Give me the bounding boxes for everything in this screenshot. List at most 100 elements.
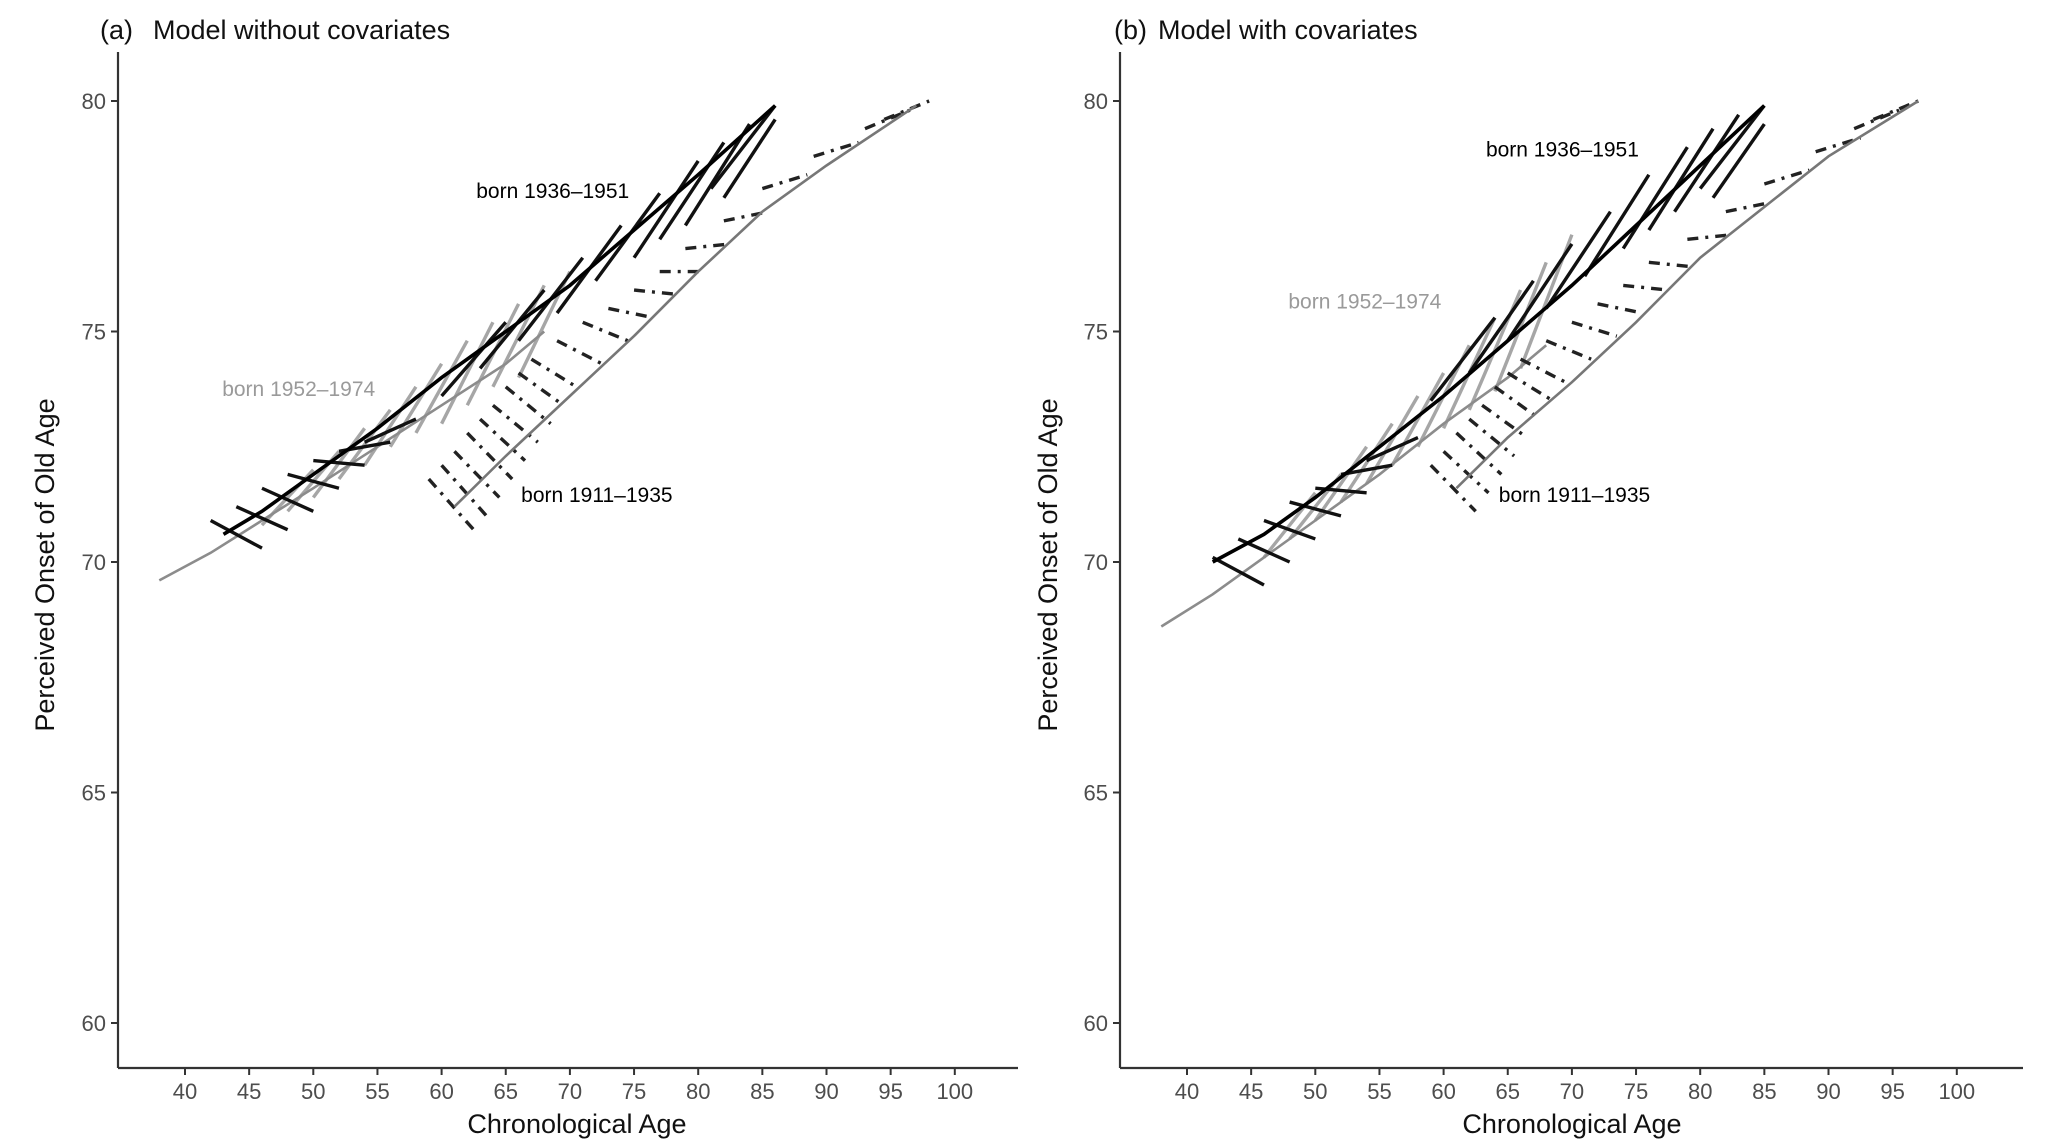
y-tick-label: 75	[82, 320, 106, 345]
panel-b: (b) Model with covariates Chronological …	[1033, 15, 2023, 1139]
cohort-trajectory-segment	[1597, 302, 1643, 315]
cohort-trajectory-segment	[1815, 136, 1862, 154]
x-tick-label: 70	[558, 1079, 582, 1104]
cohort-trajectory-segment	[1365, 435, 1419, 463]
x-tick-label: 55	[365, 1079, 389, 1104]
x-tick-label: 65	[1496, 1079, 1520, 1104]
cohort-trajectory-segment	[1468, 417, 1516, 458]
cohort-trajectory-segment	[1648, 260, 1694, 269]
panel-title: Model without covariates	[153, 15, 450, 45]
cohort-trajectory-segment	[1519, 357, 1567, 384]
mean-trajectory-line	[1211, 104, 1766, 564]
x-tick-label: 85	[1752, 1079, 1776, 1104]
cohort-trajectory-segment	[1623, 283, 1669, 292]
x-tick-label: 100	[1938, 1079, 1975, 1104]
cohort-trajectory-segment	[864, 108, 911, 131]
y-tick-label: 75	[1084, 320, 1108, 345]
x-tick-label: 95	[878, 1079, 902, 1104]
cohort-trajectory-segment	[504, 385, 552, 426]
cohort-trajectory-segment	[287, 472, 340, 490]
y-tick-label: 80	[82, 89, 106, 114]
cohort-trajectory-segment	[1647, 127, 1715, 231]
x-tick-label: 95	[1880, 1079, 1904, 1104]
x-tick-label: 100	[936, 1079, 973, 1104]
x-tick-label: 45	[237, 1079, 261, 1104]
cohort-trajectory-segment	[1853, 108, 1900, 131]
y-tick-label: 65	[1084, 781, 1108, 806]
x-tick-label: 85	[750, 1079, 774, 1104]
cohort-trajectory-segment	[530, 357, 578, 389]
cohort-trajectory-segment	[1493, 385, 1541, 421]
y-tick-label: 65	[82, 781, 106, 806]
cohort-trajectory-segment	[1455, 431, 1503, 476]
cohort-trajectory-segment	[1481, 403, 1528, 439]
x-tick-label: 70	[1560, 1079, 1584, 1104]
panel-tag: (b)	[1114, 15, 1147, 45]
cohort-trajectory-segment	[1429, 464, 1477, 513]
cohort-trajectory-segment	[1571, 320, 1618, 338]
cohort-trajectory-segment	[582, 320, 629, 343]
x-tick-label: 60	[1431, 1079, 1455, 1104]
cohort-trajectory-segment	[478, 417, 527, 462]
cohort-trajectory-segment	[1340, 463, 1393, 477]
cohort-trajectory-segment	[209, 519, 263, 550]
cohort-trajectory-segment	[1493, 261, 1548, 393]
cohort-trajectory-segment	[608, 306, 654, 320]
cohort-trajectory-segment	[1313, 445, 1369, 522]
y-axis-title: Perceived Onset of Old Age	[1033, 398, 1063, 731]
y-tick-label: 80	[1084, 89, 1108, 114]
cohort-trajectory-segment	[1544, 210, 1612, 310]
cohort-trajectory-segment	[556, 339, 603, 366]
cohort-trajectory-segment	[1711, 123, 1766, 199]
cohort-trajectory-segment	[709, 104, 777, 190]
cohort-trajectory-segment	[1725, 200, 1772, 214]
x-tick-label: 90	[1816, 1079, 1840, 1104]
cohort-trajectory-segment	[813, 140, 860, 158]
x-tick-label: 75	[1624, 1079, 1648, 1104]
cohort-trajectory-segment	[363, 385, 418, 467]
cohort-trajectory-segment	[633, 288, 680, 297]
cohort-trajectory-segment	[632, 159, 700, 259]
x-tick-label: 40	[1175, 1079, 1199, 1104]
x-tick-label: 80	[686, 1079, 710, 1104]
x-tick-label: 40	[173, 1079, 197, 1104]
panel-title: Model with covariates	[1158, 15, 1418, 45]
mean-trajectory-line	[158, 330, 546, 582]
x-tick-label: 75	[622, 1079, 646, 1104]
cohort-trajectory-segment	[1339, 422, 1394, 504]
series-label: born 1952–1974	[1288, 290, 1441, 313]
cohort-trajectory-segment	[761, 173, 808, 191]
cohort-trajectory-segment	[517, 371, 565, 407]
x-axis-title: Chronological Age	[1462, 1109, 1681, 1139]
cohort-trajectory-segment	[1687, 232, 1733, 241]
cohort-trajectory-segment	[313, 458, 365, 467]
cohort-trajectory-segment	[1429, 316, 1497, 402]
y-tick-label: 70	[82, 550, 106, 575]
series-label: born 1952–1974	[222, 378, 375, 401]
series-label: born 1911–1935	[1499, 484, 1650, 507]
series-label: born 1936–1951	[476, 180, 629, 203]
series--1911-1935: born 1911–1935	[1429, 99, 1919, 513]
cohort-trajectory-segment	[685, 242, 731, 251]
cohort-trajectory-segment	[235, 505, 289, 532]
cohort-trajectory-segment	[261, 486, 314, 513]
x-tick-label: 50	[1303, 1079, 1327, 1104]
x-axis-title: Chronological Age	[467, 1109, 686, 1139]
cohort-trajectory-segment	[683, 123, 751, 227]
x-tick-label: 55	[1367, 1079, 1391, 1104]
mean-trajectory-line	[1160, 344, 1548, 628]
series-label: born 1911–1935	[521, 484, 672, 507]
cohort-trajectory-segment	[1390, 372, 1446, 467]
cohort-trajectory-segment	[427, 477, 475, 531]
y-tick-label: 70	[1084, 550, 1108, 575]
cohort-trajectory-segment	[453, 450, 501, 499]
series--1911-1935: born 1911–1935	[427, 99, 930, 531]
cohort-trajectory-segment	[1211, 555, 1265, 587]
x-tick-label: 50	[301, 1079, 325, 1104]
x-tick-label: 65	[494, 1079, 518, 1104]
panel-tag: (a)	[100, 15, 133, 45]
cohort-trajectory-segment	[363, 417, 417, 444]
series--1936-1951: born 1936–1951	[1211, 104, 1766, 587]
cohort-trajectory-segment	[1673, 113, 1741, 213]
cohort-trajectory-segment	[1506, 242, 1574, 342]
